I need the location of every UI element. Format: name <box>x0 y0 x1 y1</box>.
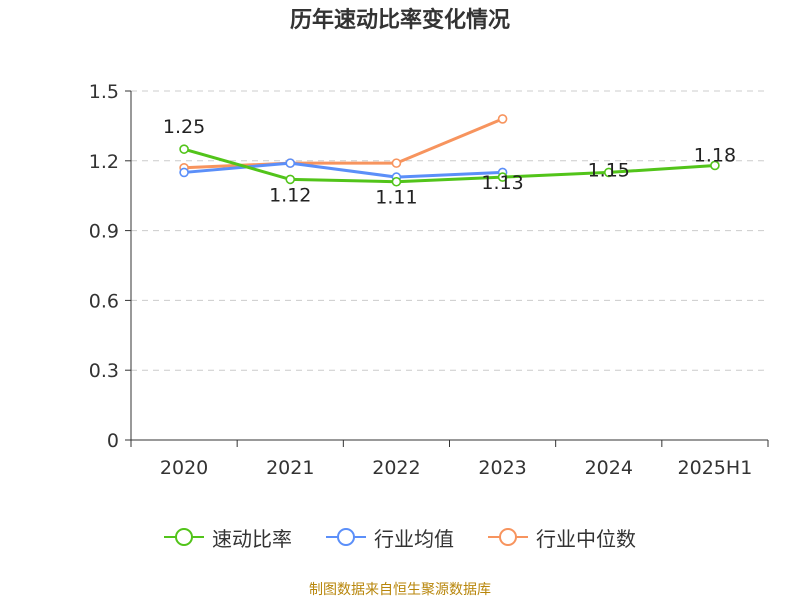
data-point <box>285 174 296 185</box>
x-tick-label: 2020 <box>160 457 208 479</box>
series-line-1 <box>183 161 503 179</box>
data-labels: 1.25 1.12 1.11 1.13 1.15 1.18 <box>163 116 736 209</box>
legend-line-circle-icon <box>326 528 366 546</box>
x-tick-label: 2021 <box>266 457 314 479</box>
y-tick-label: 0.6 <box>89 290 119 312</box>
data-point <box>391 158 402 168</box>
data-point <box>179 144 189 154</box>
legend-item[interactable]: 行业均值 <box>326 523 454 552</box>
axes: 0 0.3 0.6 0.9 1.2 1.5 2020 2021 2022 2023 2024 2025… <box>89 81 769 479</box>
x-tick-label: 2022 <box>372 457 420 479</box>
series-line-0 <box>183 147 716 184</box>
data-label: 1.15 <box>588 159 630 181</box>
data-label: 1.13 <box>481 172 523 194</box>
data-point <box>603 167 614 178</box>
legend-line-circle-icon <box>488 528 528 546</box>
data-point <box>710 160 720 171</box>
source-note: 制图数据来自恒生聚源数据库 <box>309 582 491 598</box>
data-label: 1.12 <box>269 184 311 206</box>
data-point <box>391 176 402 187</box>
grid-lines <box>131 90 768 371</box>
legend-item[interactable]: 速动比率 <box>164 523 292 552</box>
y-tick-label: 0.9 <box>89 221 119 243</box>
legend-label: 行业均值 <box>374 526 454 551</box>
series-lines <box>179 114 720 187</box>
y-tick-label: 0.3 <box>89 360 119 382</box>
legend-label: 行业中位数 <box>536 526 636 551</box>
y-tick-label: 1.2 <box>89 151 119 173</box>
data-point <box>285 158 296 168</box>
x-tick-label: 2023 <box>478 457 526 479</box>
data-label: 1.11 <box>375 187 417 209</box>
x-tick-label: 2025H1 <box>678 457 753 479</box>
data-point <box>497 172 508 182</box>
legend-label: 速动比率 <box>212 526 292 551</box>
data-point <box>179 167 189 178</box>
x-tick-label: 2024 <box>585 457 633 479</box>
data-point <box>497 114 508 124</box>
legend-line-circle-icon <box>164 528 204 546</box>
data-label: 1.18 <box>694 144 736 166</box>
legend-item[interactable]: 行业中位数 <box>488 523 636 552</box>
data-label: 1.25 <box>163 116 205 138</box>
y-tick-label: 0 <box>107 430 119 452</box>
legend: 速动比率 行业均值 行业中位数 <box>0 519 800 555</box>
y-tick-label: 1.5 <box>89 81 119 103</box>
chart-title: 历年速动比率变化情况 <box>289 8 510 33</box>
